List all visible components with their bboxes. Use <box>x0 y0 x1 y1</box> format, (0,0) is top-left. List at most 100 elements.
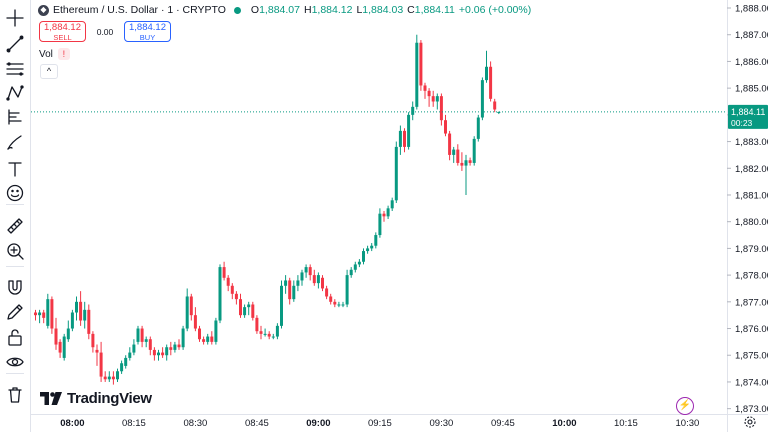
candle-body <box>403 130 406 147</box>
settings-gear-icon[interactable] <box>743 415 757 429</box>
logo-text: TradingView <box>67 390 152 407</box>
crosshair-icon[interactable] <box>3 6 27 30</box>
candle-body <box>42 312 46 318</box>
candle-body <box>468 160 472 163</box>
candle-body <box>308 267 312 276</box>
trash-icon[interactable] <box>3 383 27 407</box>
candle-body <box>493 101 497 110</box>
chart-area[interactable]: 1,873.00 1,874.00 1,875.00 1,876.00 1,877.00… <box>31 0 768 432</box>
toolbar-separator <box>6 373 24 374</box>
candle-body <box>353 264 357 270</box>
candle-body <box>226 277 230 286</box>
pencil-lock-icon[interactable] <box>3 300 27 324</box>
candle-body <box>54 328 58 345</box>
time-tick-label: 09:30 <box>430 418 454 429</box>
candle-body <box>304 267 308 273</box>
price-tick-label: 1,881.00 <box>735 190 768 201</box>
price-tick-label: 1,885.00 <box>735 84 768 95</box>
ethereum-icon: ◆ <box>38 4 49 16</box>
candle-body <box>300 272 304 281</box>
forecast-icon[interactable] <box>3 105 27 129</box>
brush-icon[interactable] <box>3 130 27 154</box>
candle-body <box>325 288 329 297</box>
candle-body <box>161 352 165 356</box>
open-value: 1,884.07 <box>259 4 300 16</box>
open-label: O <box>250 4 260 16</box>
candle-body <box>267 333 271 337</box>
price-tick-label: 1,886.00 <box>735 57 768 68</box>
candle-body <box>485 66 488 81</box>
close-value: 1,884.11 <box>414 4 455 16</box>
ruler-icon[interactable] <box>3 214 27 238</box>
candle-body <box>66 328 70 340</box>
candle-body <box>263 333 267 335</box>
candle-body <box>169 347 173 350</box>
low-value: 1,884.03 <box>362 4 404 16</box>
candle-body <box>419 42 423 86</box>
fib-icon[interactable] <box>3 57 27 81</box>
candle-body <box>177 344 181 348</box>
eye-icon[interactable] <box>3 350 27 374</box>
candle-body <box>107 376 111 380</box>
candle-body <box>87 309 91 334</box>
candle-body <box>423 85 427 91</box>
zoom-in-icon[interactable] <box>3 239 27 263</box>
time-tick-label: 10:30 <box>676 418 700 429</box>
pattern-icon[interactable] <box>3 81 27 105</box>
candle-body <box>431 96 435 102</box>
price-tick-label: 1,876.00 <box>735 324 768 335</box>
tradingview-logo[interactable]: TradingView <box>40 390 152 407</box>
change-value: +0.06 (+0.00%) <box>458 4 532 16</box>
candle-body <box>120 363 124 372</box>
candle-body <box>189 296 193 316</box>
candle-body <box>271 336 275 338</box>
candle-body <box>214 320 218 342</box>
time-tick-label: 08:00 <box>60 418 84 429</box>
candle-body <box>148 339 152 350</box>
candle-body <box>251 304 255 318</box>
candle-body <box>345 275 349 305</box>
price-tick-label: 1,883.00 <box>735 137 768 148</box>
candle-body <box>394 146 398 201</box>
candle-body <box>448 133 452 155</box>
close-label: C <box>407 4 415 16</box>
candle-body <box>222 267 226 278</box>
volume-legend[interactable]: Vol ! <box>39 48 70 60</box>
candle-body <box>34 312 37 316</box>
candle-body <box>99 352 103 377</box>
candle-body <box>357 261 361 265</box>
symbol-name[interactable]: Ethereum / U.S. Dollar · 1 · CRYPTO <box>53 4 226 16</box>
candle-body <box>62 336 66 358</box>
lock-icon[interactable] <box>3 325 27 349</box>
candle-body <box>284 280 288 286</box>
candle-body <box>411 106 415 115</box>
emoji-icon[interactable] <box>3 181 27 205</box>
trend-line-icon[interactable] <box>3 32 27 56</box>
bolt-icon[interactable]: ⚡ <box>676 397 694 415</box>
candle-body <box>341 304 345 306</box>
price-tick-label: 1,887.00 <box>735 30 768 41</box>
candle-body <box>427 90 431 97</box>
warning-icon[interactable]: ! <box>57 48 70 60</box>
candle-body <box>390 200 394 209</box>
buy-button[interactable]: 1,884.12 BUY <box>124 21 171 42</box>
candlestick-chart[interactable]: 1,873.00 1,874.00 1,875.00 1,876.00 1,877.00… <box>31 0 768 432</box>
candle-body <box>386 208 390 217</box>
candle-body <box>181 328 185 348</box>
candle-body <box>398 130 402 147</box>
candle-body <box>157 352 160 356</box>
candle-body <box>435 96 439 102</box>
magnet-icon[interactable] <box>3 275 27 299</box>
candle-body <box>46 299 50 326</box>
price-tick-label: 1,888.00 <box>735 4 768 15</box>
sell-button[interactable]: 1,884.12 SELL <box>39 21 86 42</box>
candle-body <box>329 296 333 302</box>
text-icon[interactable] <box>3 157 27 181</box>
collapse-legend-button[interactable]: ^ <box>40 64 58 79</box>
countdown-label: 00:23 <box>731 118 753 128</box>
volume-label: Vol <box>39 48 53 60</box>
last-price-badge <box>728 104 768 129</box>
toolbar-separator <box>6 266 24 267</box>
candle-body <box>452 149 456 155</box>
